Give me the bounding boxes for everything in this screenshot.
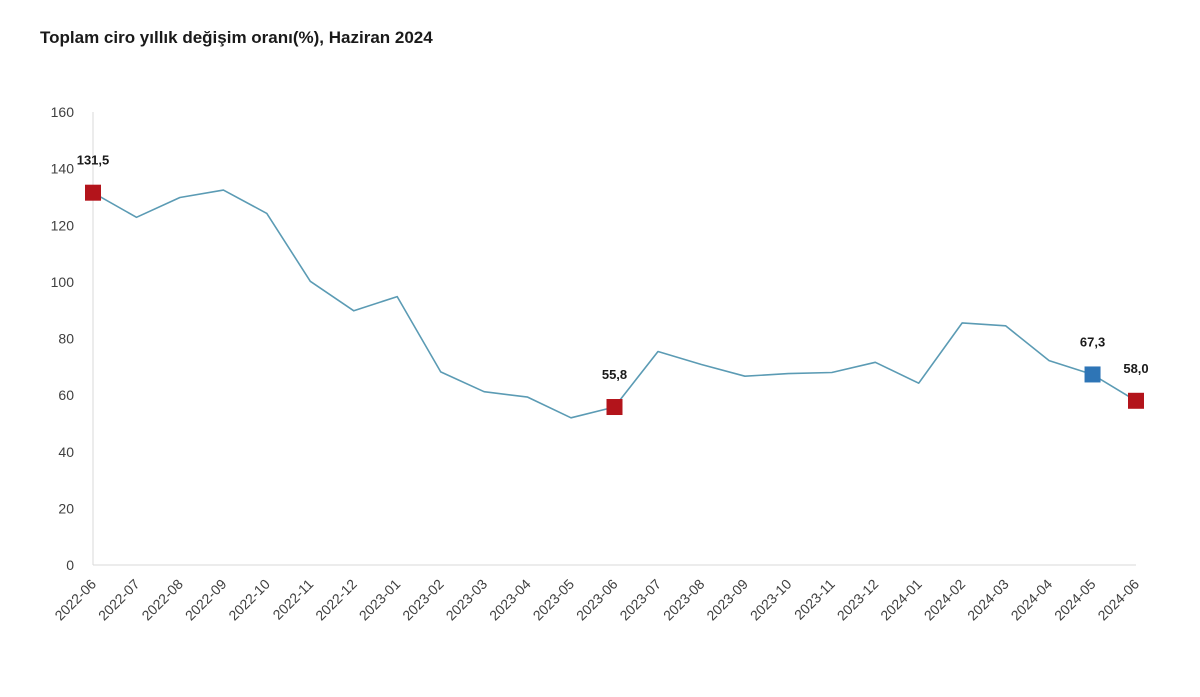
x-tick-label: 2024-03 [964, 576, 1012, 624]
x-tick-label: 2022-07 [95, 576, 143, 624]
y-tick-label: 80 [58, 331, 74, 347]
x-tick-label: 2024-05 [1051, 576, 1099, 624]
x-tick-label: 2023-01 [356, 576, 404, 624]
x-tick-label: 2022-11 [270, 576, 317, 623]
x-tick-label: 2023-07 [616, 576, 664, 624]
x-tick-label: 2024-01 [877, 576, 925, 624]
x-tick-label: 2023-03 [443, 576, 491, 624]
markers-layer: 131,5 55,8 67,3 58,0 [77, 153, 1149, 416]
x-tick-label: 2022-06 [51, 576, 99, 624]
data-marker [1128, 392, 1144, 409]
series-line [92, 189, 1137, 419]
data-label: 58,0 [1123, 361, 1148, 376]
x-tick-label: 2022-09 [182, 576, 230, 624]
data-marker [1084, 366, 1101, 383]
x-tick-label: 2024-04 [1008, 576, 1056, 624]
x-tick-label: 2023-11 [791, 576, 838, 623]
y-tick-label: 20 [58, 500, 74, 516]
y-tick-label: 60 [58, 387, 74, 403]
x-axis: 2022-062022-072022-082022-092022-102022-… [51, 564, 1142, 624]
y-tick-label: 160 [51, 104, 75, 120]
x-tick-label: 2023-04 [486, 576, 534, 624]
x-tick-label: 2023-10 [747, 576, 795, 624]
x-tick-label: 2023-05 [530, 576, 578, 624]
x-tick-label: 2023-06 [573, 576, 621, 624]
data-label: 67,3 [1080, 334, 1105, 349]
x-tick-label: 2022-12 [312, 576, 360, 624]
data-label: 131,5 [77, 153, 110, 168]
data-marker [85, 184, 101, 201]
y-tick-label: 140 [51, 161, 75, 177]
data-label: 55,8 [602, 367, 627, 382]
x-tick-label: 2022-10 [225, 576, 273, 624]
x-tick-label: 2023-09 [703, 576, 751, 624]
y-tick-label: 0 [66, 557, 74, 573]
x-tick-label: 2023-12 [834, 576, 882, 624]
data-marker [606, 399, 623, 416]
x-tick-label: 2024-06 [1094, 576, 1142, 624]
x-tick-label: 2022-08 [138, 576, 186, 624]
y-tick-label: 100 [51, 274, 75, 290]
y-tick-label: 40 [58, 444, 74, 460]
y-axis: 0 20 40 60 80 100 120 140 160 [51, 104, 94, 573]
x-tick-label: 2023-02 [399, 576, 447, 624]
x-tick-label: 2023-08 [660, 576, 708, 624]
y-tick-label: 120 [51, 217, 75, 233]
x-tick-label: 2024-02 [921, 576, 969, 624]
series-layer [92, 189, 1137, 419]
chart-title: Toplam ciro yıllık değişim oranı(%), Haz… [40, 28, 433, 47]
